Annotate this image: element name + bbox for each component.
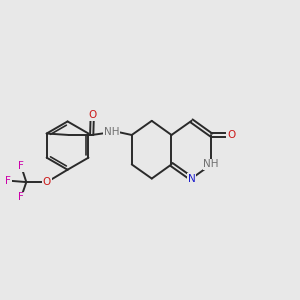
- Text: O: O: [227, 130, 236, 140]
- Text: N: N: [188, 174, 195, 184]
- Text: O: O: [88, 110, 96, 120]
- Text: F: F: [18, 192, 24, 203]
- Text: NH: NH: [203, 159, 219, 170]
- Text: O: O: [43, 177, 51, 187]
- Text: F: F: [5, 176, 11, 186]
- Text: NH: NH: [104, 127, 119, 137]
- Text: F: F: [18, 161, 24, 171]
